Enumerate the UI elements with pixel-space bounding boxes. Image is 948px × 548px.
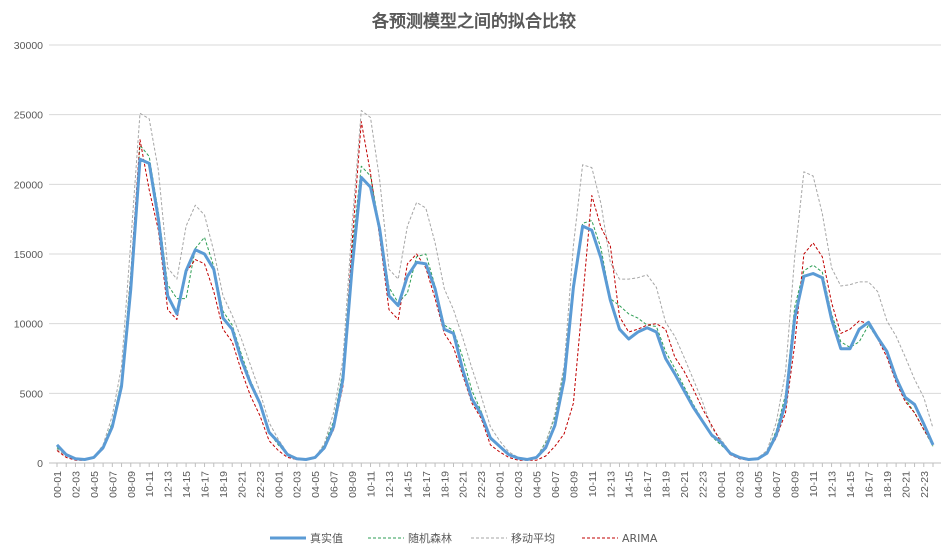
x-tick-label: 18-19 (439, 471, 451, 498)
legend-label: 移动平均 (511, 532, 555, 545)
x-tick-label: 22-23 (255, 471, 267, 498)
x-tick-label: 12-13 (605, 471, 617, 498)
x-tick-label: 12-13 (384, 471, 396, 498)
gridlines (49, 44, 941, 464)
y-tick-label: 10000 (14, 319, 43, 331)
x-tick-label: 20-21 (458, 471, 470, 498)
legend: 真实值 随机森林 移动平均 ARIMA (270, 531, 658, 545)
x-tick-label: 16-17 (642, 471, 654, 498)
chart-title: 各预测模型之间的拟合比较 (371, 11, 576, 32)
x-tick-label: 00-01 (495, 471, 507, 498)
x-tick-label: 18-19 (882, 471, 894, 498)
y-tick-label: 5000 (20, 388, 44, 400)
x-tick-label: 04-05 (753, 471, 765, 498)
x-tick-label: 10-11 (366, 471, 378, 497)
x-axis: 00-01 02-03 04-05 06-07 08-09 10-11 12-13 14-15… (52, 463, 934, 498)
x-tick-label: 04-05 (310, 471, 322, 498)
x-tick-label: 16-17 (200, 471, 212, 498)
x-tick-label: 06-07 (107, 471, 119, 498)
x-tick-label: 08-09 (347, 471, 359, 498)
x-tick-label: 00-01 (716, 471, 728, 498)
x-tick-label: 06-07 (771, 471, 783, 498)
legend-label: ARIMA (622, 532, 658, 545)
x-tick-label: 16-17 (421, 471, 433, 498)
y-tick-label: 15000 (14, 249, 43, 261)
series-line-0 (55, 157, 935, 461)
x-tick-label: 18-19 (661, 471, 673, 498)
series-line-2 (56, 110, 934, 460)
x-tick-label: 08-09 (126, 471, 138, 498)
x-tick-label: 08-09 (568, 471, 580, 498)
x-tick-label: 22-23 (919, 471, 931, 498)
x-tick-label: 02-03 (734, 471, 746, 498)
y-tick-label: 0 (37, 458, 43, 470)
x-tick-label: 04-05 (531, 471, 543, 498)
x-tick-label: 18-19 (218, 471, 230, 498)
x-tick-label: 12-13 (163, 471, 175, 498)
x-tick-label: 12-13 (827, 471, 839, 498)
legend-label: 随机森林 (408, 531, 452, 545)
y-tick-label: 25000 (14, 110, 43, 122)
x-tick-label: 00-01 (52, 471, 64, 498)
x-tick-label: 22-23 (476, 471, 488, 498)
x-tick-label: 14-15 (402, 471, 414, 498)
x-tick-label: 20-21 (236, 471, 248, 498)
x-tick-label: 02-03 (70, 471, 82, 498)
series-lines (55, 110, 935, 461)
x-tick-label: 10-11 (144, 471, 156, 497)
x-tick-label: 02-03 (513, 471, 525, 498)
x-tick-label: 10-11 (808, 471, 820, 497)
x-tick-label: 08-09 (790, 471, 802, 498)
y-tick-label: 30000 (14, 40, 43, 52)
x-tick-label: 14-15 (181, 471, 193, 498)
x-tick-label: 10-11 (587, 471, 599, 497)
x-tick-label: 02-03 (292, 471, 304, 498)
x-tick-label: 06-07 (329, 471, 341, 498)
x-tick-label: 00-01 (273, 471, 285, 498)
x-tick-label: 14-15 (624, 471, 636, 498)
x-tick-label: 14-15 (845, 471, 857, 498)
y-axis: 0 5000 10000 15000 20000 25000 30000 (14, 40, 43, 470)
legend-label: 真实值 (310, 531, 343, 545)
x-tick-label: 20-21 (900, 471, 912, 498)
x-tick-label: 22-23 (697, 471, 709, 498)
x-tick-label: 20-21 (679, 471, 691, 498)
y-tick-label: 20000 (14, 179, 43, 191)
x-tick-label: 04-05 (89, 471, 101, 498)
x-tick-label: 16-17 (863, 471, 875, 498)
x-tick-label: 06-07 (550, 471, 562, 498)
